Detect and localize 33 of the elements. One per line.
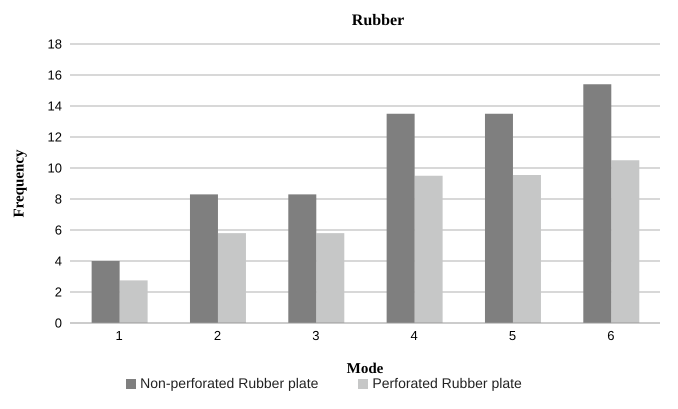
bar xyxy=(316,233,344,323)
x-tick-label: 6 xyxy=(607,328,614,344)
x-tick-label: 5 xyxy=(508,328,516,344)
y-tick-label: 18 xyxy=(48,36,62,52)
y-tick-label: 10 xyxy=(48,160,62,176)
x-axis-title: Mode xyxy=(346,361,384,377)
legend-label: Non-perforated Rubber plate xyxy=(140,375,318,391)
bar xyxy=(583,84,612,323)
bar xyxy=(484,114,513,323)
x-tick-label: 4 xyxy=(410,328,418,344)
bar xyxy=(218,233,246,323)
bar xyxy=(386,114,415,323)
legend-label: Perforated Rubber plate xyxy=(372,375,522,391)
x-tick-label: 3 xyxy=(312,328,320,344)
bar xyxy=(611,160,640,323)
bar xyxy=(512,174,541,323)
y-tick-label: 0 xyxy=(54,316,62,331)
y-axis-title: Frequency xyxy=(11,148,28,218)
y-tick-label: 12 xyxy=(48,130,62,145)
x-tick-label: 2 xyxy=(214,328,222,344)
y-tick-label: 2 xyxy=(54,284,62,300)
y-tick-label: 16 xyxy=(48,68,62,83)
bar xyxy=(414,176,443,323)
bar xyxy=(120,280,148,323)
bar xyxy=(190,194,218,323)
y-tick-label: 8 xyxy=(54,192,62,207)
y-tick-label: 6 xyxy=(54,222,62,238)
bar xyxy=(92,261,120,323)
x-tick-label: 1 xyxy=(116,328,123,344)
y-tick-label: 4 xyxy=(54,254,62,269)
y-tick-label: 14 xyxy=(48,98,62,114)
chart-title: Rubber xyxy=(350,12,406,30)
bar xyxy=(288,194,316,323)
